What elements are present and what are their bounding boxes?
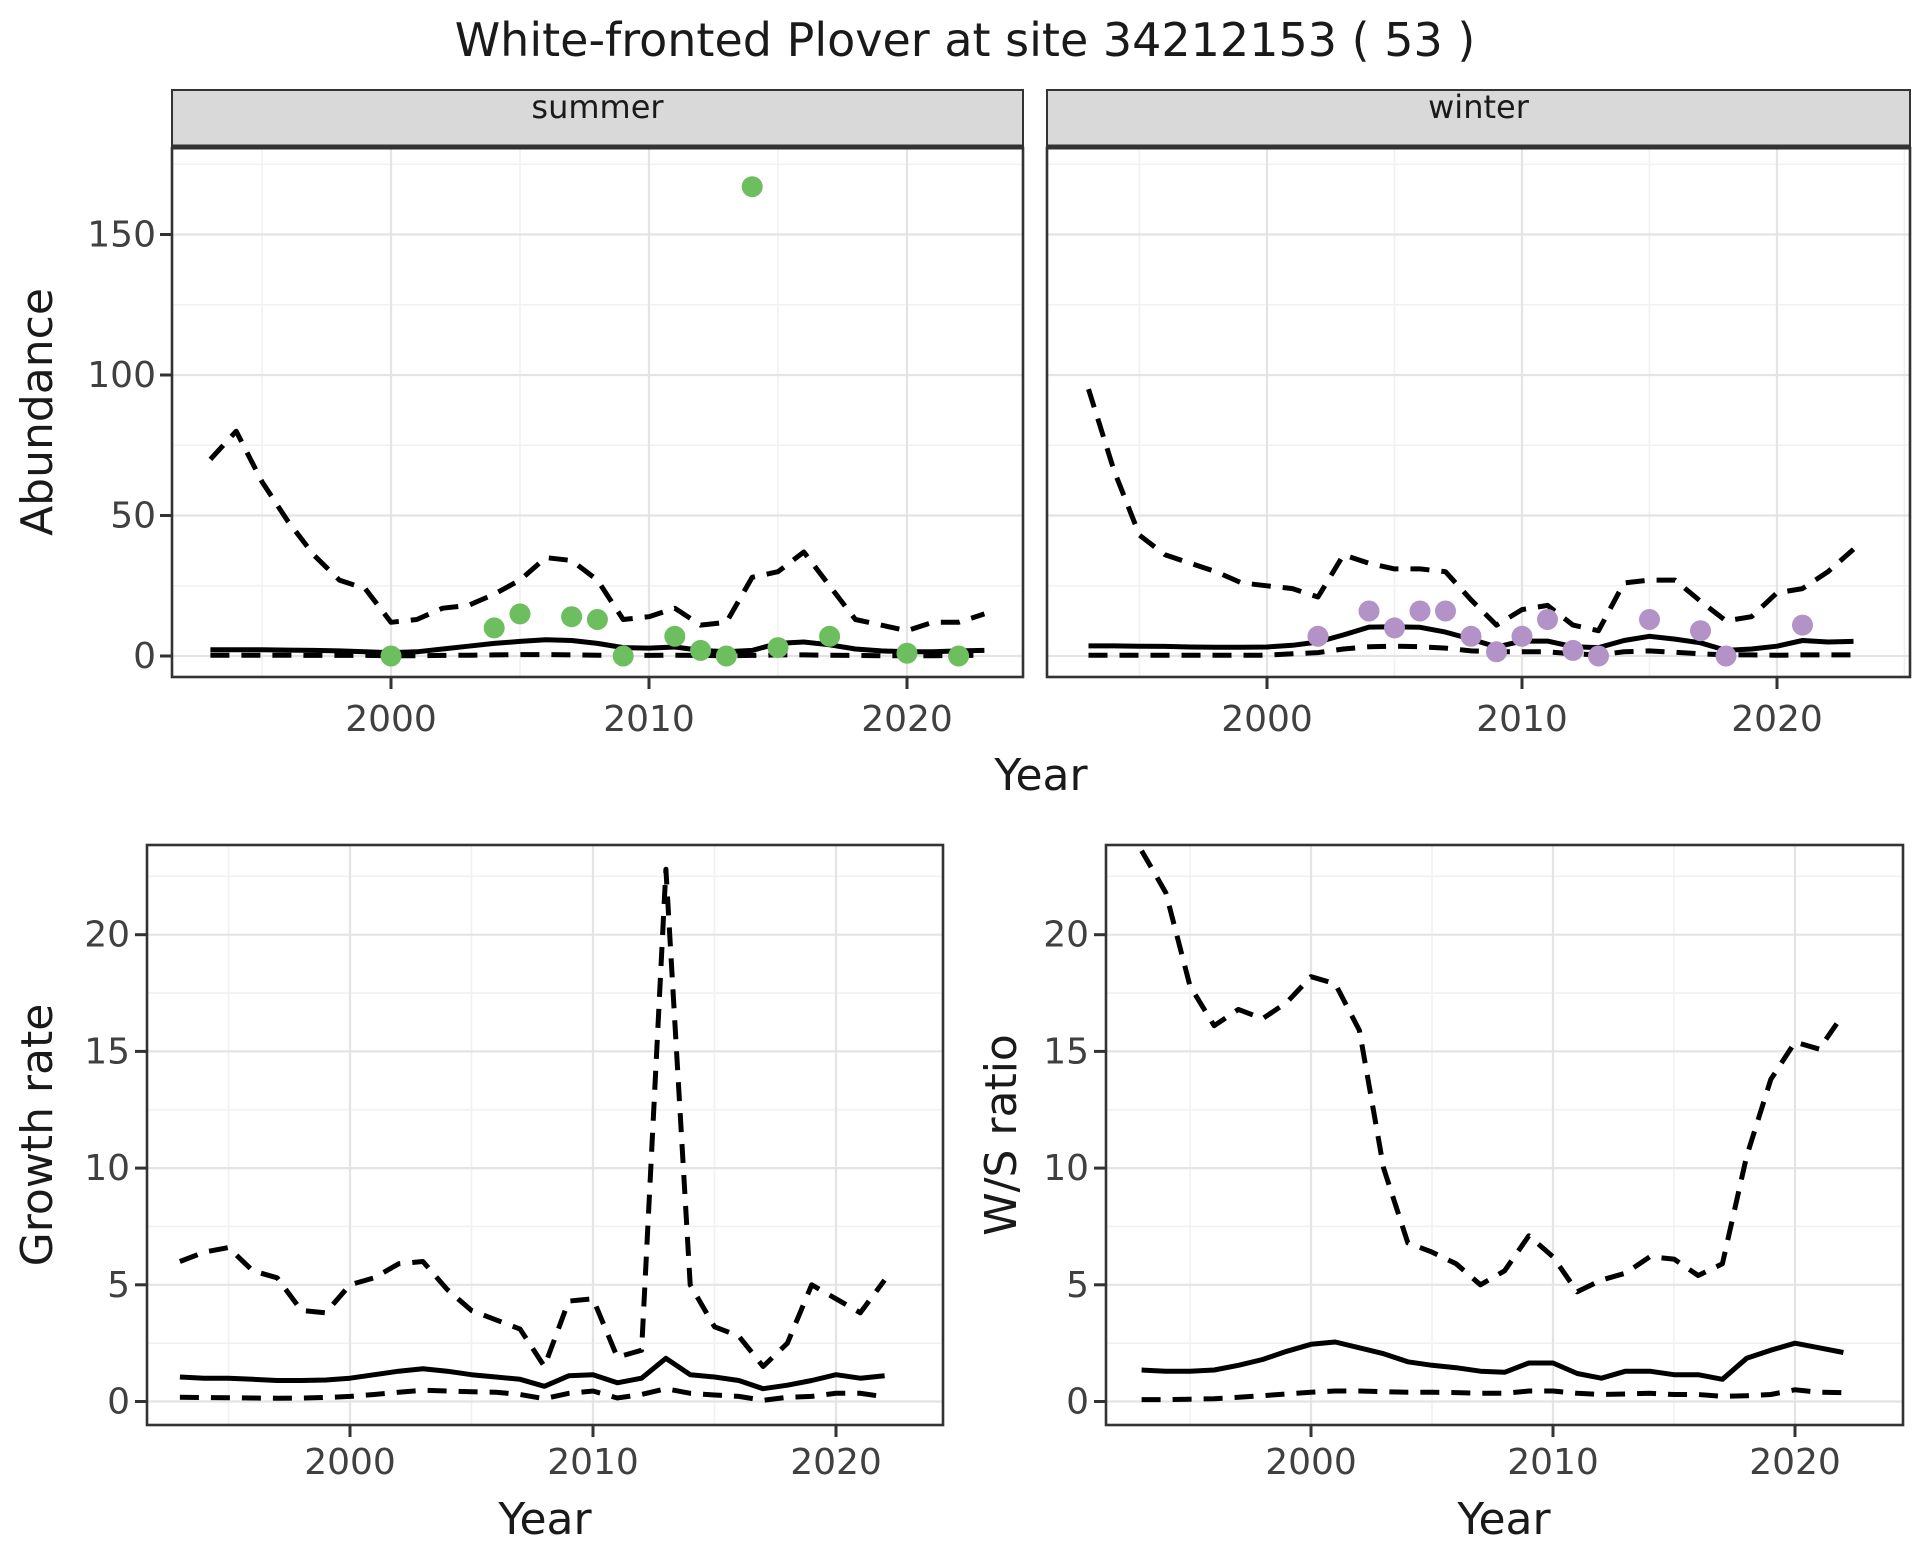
y-tick-label-ws_ratio: 0 bbox=[1066, 1382, 1089, 1423]
panel-background-winter bbox=[1047, 148, 1910, 677]
facet-strip-winter bbox=[1046, 89, 1911, 147]
data-point-summer bbox=[612, 645, 634, 667]
x-tick-label-summer: 2020 bbox=[861, 699, 953, 740]
lower-ci-line-growth_rate bbox=[179, 1386, 885, 1403]
data-point-summer bbox=[715, 645, 737, 667]
data-point-winter bbox=[1715, 645, 1737, 667]
median-line-growth_rate bbox=[179, 1355, 885, 1392]
data-point-winter bbox=[1537, 609, 1558, 630]
data-point-winter bbox=[1486, 641, 1507, 663]
x-tick-label-growth_rate: 2000 bbox=[304, 1442, 396, 1483]
median-line-ws_ratio bbox=[1141, 1339, 1844, 1382]
data-point-winter bbox=[1384, 617, 1405, 639]
facet-strip-label-winter: winter bbox=[1428, 88, 1530, 126]
y-tick-label-ws_ratio: 20 bbox=[1043, 915, 1089, 956]
data-point-winter bbox=[1588, 645, 1609, 667]
data-point-summer bbox=[819, 625, 841, 647]
y-tick-label-growth_rate: 5 bbox=[107, 1265, 130, 1306]
data-point-winter bbox=[1690, 620, 1711, 642]
data-point-summer bbox=[586, 609, 608, 630]
x-tick-label-winter: 2000 bbox=[1221, 699, 1313, 740]
x-tick-label-ws_ratio: 2000 bbox=[1265, 1442, 1357, 1483]
data-point-summer bbox=[664, 625, 686, 647]
data-point-winter bbox=[1562, 639, 1584, 661]
y-tick-label-growth_rate: 0 bbox=[107, 1382, 130, 1423]
y-tick-label-summer: 50 bbox=[110, 496, 156, 537]
upper-ci-line-summer bbox=[208, 428, 986, 634]
panel-border-growth_rate bbox=[145, 843, 945, 1427]
facet-strip-summer bbox=[171, 89, 1024, 147]
data-point-summer bbox=[767, 637, 789, 659]
lower-ci-line-ws_ratio bbox=[1141, 1387, 1844, 1403]
data-point-summer bbox=[483, 617, 505, 639]
x-axis-title-ws_ratio: Year bbox=[1456, 1494, 1551, 1545]
x-tick-label-summer: 2010 bbox=[603, 699, 695, 740]
x-tick-label-ws_ratio: 2020 bbox=[1749, 1442, 1841, 1483]
data-point-winter bbox=[1639, 609, 1660, 630]
x-axis-title-growth_rate: Year bbox=[497, 1494, 592, 1545]
data-point-winter bbox=[1460, 625, 1482, 647]
chart-title: White-fronted Plover at site 34212153 ( … bbox=[455, 13, 1476, 67]
x-tick-label-growth_rate: 2020 bbox=[790, 1442, 882, 1483]
panel-border-ws_ratio bbox=[1104, 843, 1905, 1427]
y-tick-label-growth_rate: 20 bbox=[84, 915, 130, 956]
data-point-winter bbox=[1435, 600, 1456, 622]
y-tick-label-ws_ratio: 5 bbox=[1066, 1265, 1089, 1306]
y-axis-title-ws_ratio: W/S ratio bbox=[976, 1034, 1027, 1236]
x-tick-label-ws_ratio: 2010 bbox=[1507, 1442, 1599, 1483]
data-point-winter bbox=[1307, 625, 1329, 647]
data-point-summer bbox=[741, 176, 763, 198]
y-tick-label-growth_rate: 10 bbox=[84, 1148, 130, 1189]
data-point-winter bbox=[1792, 614, 1813, 636]
x-tick-label-winter: 2020 bbox=[1731, 699, 1823, 740]
panel-background-summer bbox=[172, 148, 1023, 677]
x-tick-label-winter: 2010 bbox=[1476, 699, 1568, 740]
y-tick-label-growth_rate: 15 bbox=[84, 1031, 130, 1072]
x-axis-title-abundance: Year bbox=[993, 750, 1088, 801]
data-point-summer bbox=[509, 603, 531, 625]
y-tick-label-summer: 150 bbox=[87, 215, 156, 256]
y-tick-label-summer: 0 bbox=[133, 636, 156, 677]
y-tick-label-summer: 100 bbox=[87, 355, 156, 396]
data-point-winter bbox=[1511, 625, 1533, 647]
y-tick-label-ws_ratio: 15 bbox=[1043, 1031, 1089, 1072]
y-axis-title-growth_rate: Growth rate bbox=[12, 1004, 63, 1267]
upper-ci-line-winter bbox=[1086, 388, 1856, 634]
data-point-winter bbox=[1409, 600, 1431, 622]
x-tick-label-growth_rate: 2010 bbox=[547, 1442, 639, 1483]
data-point-winter bbox=[1358, 600, 1380, 622]
y-axis-title-abundance: Abundance bbox=[12, 288, 63, 536]
x-tick-label-summer: 2000 bbox=[345, 699, 437, 740]
upper-ci-line-growth_rate bbox=[178, 866, 887, 1369]
data-point-summer bbox=[948, 645, 970, 667]
y-tick-label-ws_ratio: 10 bbox=[1043, 1148, 1089, 1189]
panel-background-growth_rate bbox=[147, 845, 943, 1425]
data-point-summer bbox=[561, 606, 583, 628]
facet-strip-label-summer: summer bbox=[531, 88, 664, 126]
lower-ci-line-summer bbox=[210, 652, 985, 659]
data-point-summer bbox=[896, 642, 918, 664]
median-line-summer bbox=[210, 637, 985, 656]
panel-background-ws_ratio bbox=[1106, 845, 1903, 1425]
data-point-summer bbox=[690, 639, 712, 661]
data-point-summer bbox=[380, 645, 402, 667]
